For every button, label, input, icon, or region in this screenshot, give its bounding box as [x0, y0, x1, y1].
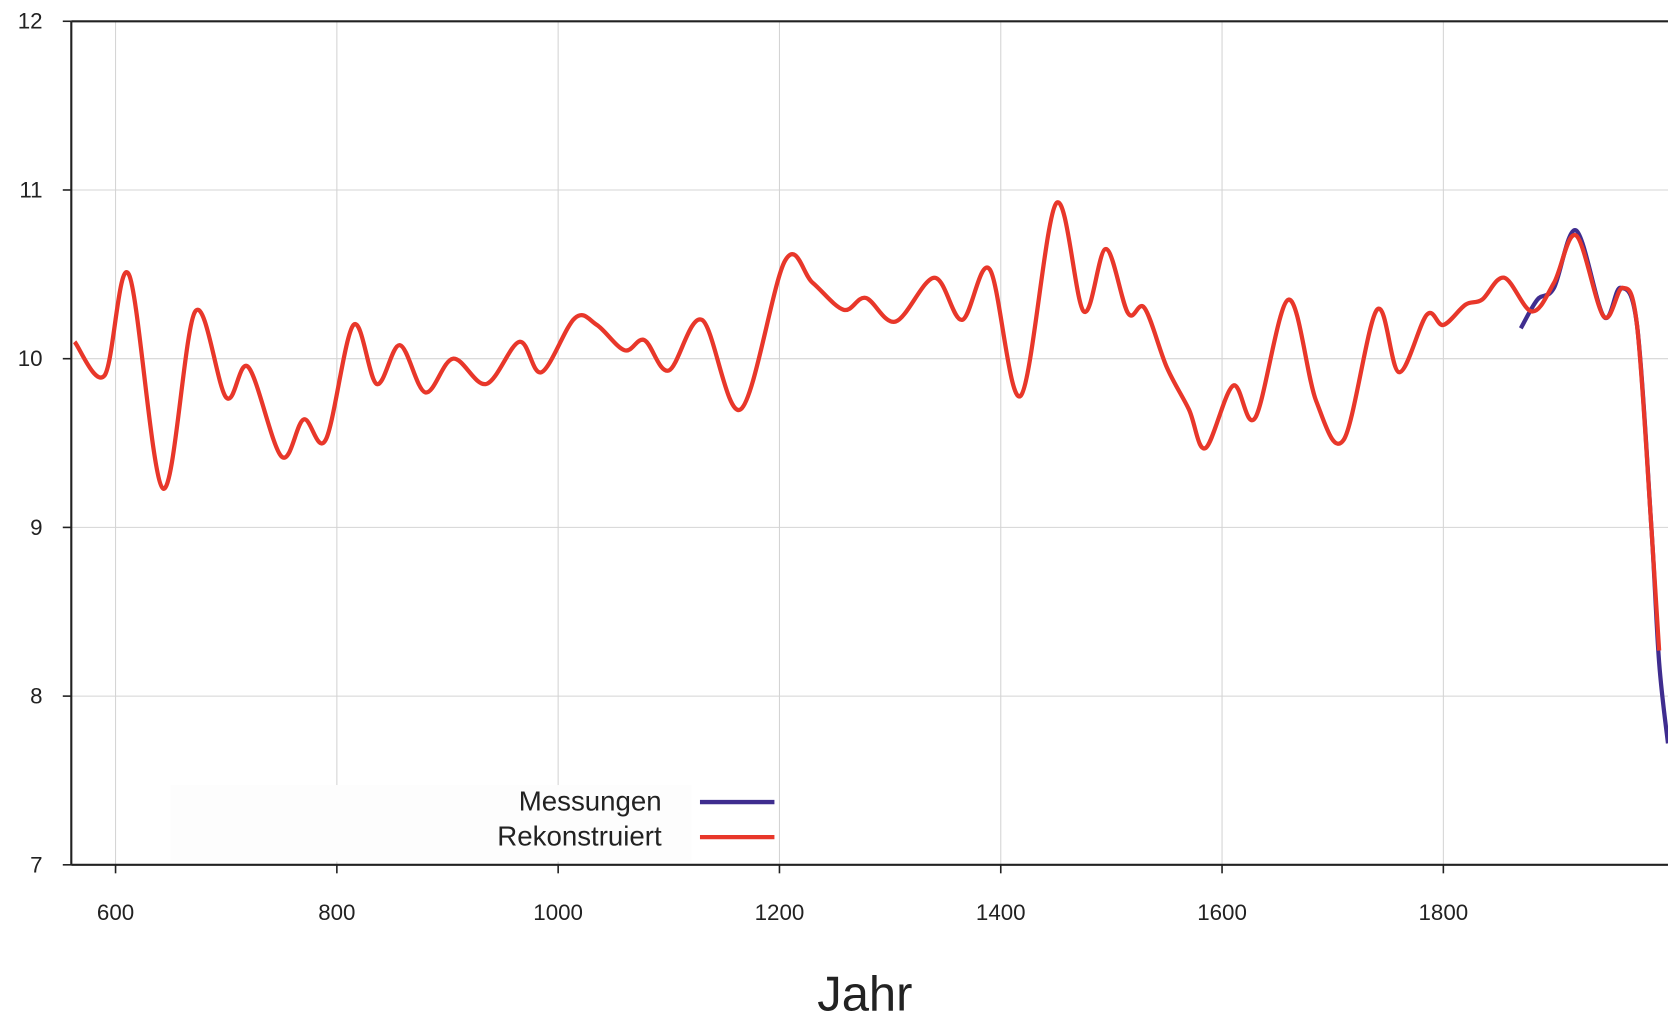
- legend-box: [170, 785, 692, 862]
- x-tick-label: 1000: [533, 900, 583, 925]
- data-line: [1518, 228, 1668, 744]
- y-tick-label: 9: [30, 515, 42, 540]
- x-tick-label: 1200: [755, 900, 805, 925]
- y-tick-label: 10: [18, 346, 43, 371]
- y-tick-label: 8: [30, 684, 42, 709]
- y-tick-label: 7: [30, 852, 42, 877]
- x-tick-label: 1800: [1419, 900, 1469, 925]
- y-tick-label: 11: [19, 177, 42, 202]
- x-tick-label: 600: [97, 900, 134, 925]
- legend-label: Messungen: [519, 786, 662, 817]
- legend-label: Rekonstruiert: [497, 821, 662, 852]
- y-tick-label: 12: [18, 9, 43, 34]
- x-tick-label: 1600: [1197, 900, 1247, 925]
- x-tick-label: 1400: [976, 900, 1026, 925]
- x-axis-label: Jahr: [817, 968, 912, 1018]
- x-tick-label: 800: [318, 900, 355, 925]
- data-line: [72, 200, 1662, 651]
